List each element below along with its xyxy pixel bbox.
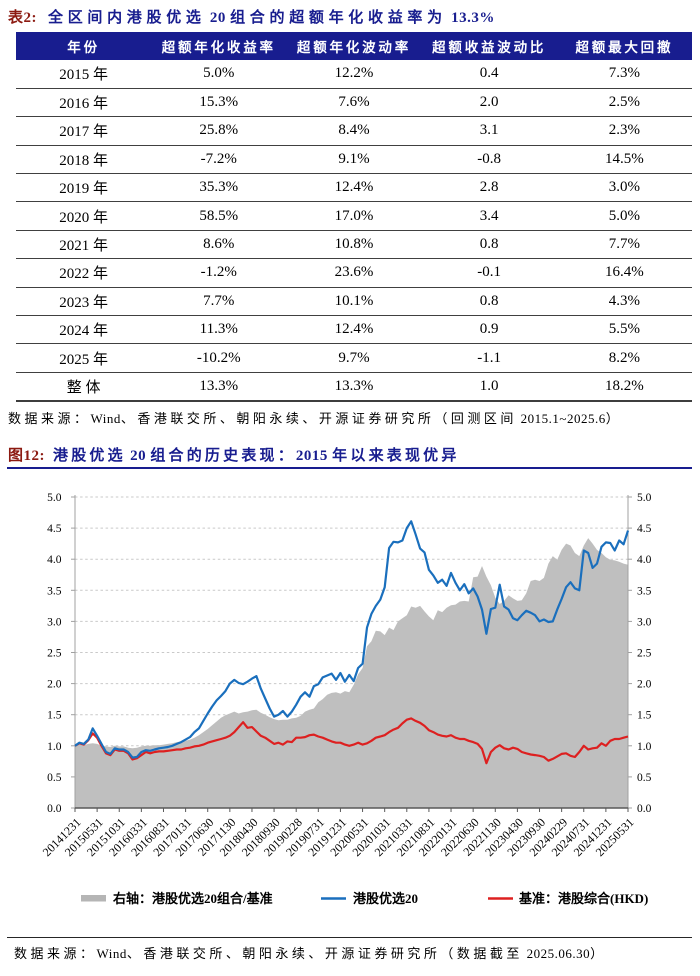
svg-text:港股优选20: 港股优选20 (353, 891, 418, 906)
svg-text:1.0: 1.0 (47, 741, 62, 753)
svg-text:3.0: 3.0 (47, 616, 62, 628)
svg-text:2.0: 2.0 (47, 679, 62, 691)
svg-text:1.5: 1.5 (47, 710, 62, 722)
svg-text:3.5: 3.5 (637, 585, 652, 597)
svg-text:2.0: 2.0 (637, 679, 652, 691)
svg-text:2.5: 2.5 (637, 648, 652, 660)
svg-text:3.5: 3.5 (47, 585, 62, 597)
svg-text:0.0: 0.0 (47, 803, 62, 815)
svg-text:4.0: 4.0 (637, 554, 652, 566)
svg-text:4.0: 4.0 (47, 554, 62, 566)
svg-text:右轴：港股优选20组合/基准: 右轴：港股优选20组合/基准 (112, 891, 273, 906)
svg-text:基准：港股综合(HKD): 基准：港股综合(HKD) (518, 891, 648, 906)
svg-text:0.0: 0.0 (637, 803, 652, 815)
svg-text:4.5: 4.5 (47, 523, 62, 535)
svg-text:1.0: 1.0 (637, 741, 652, 753)
svg-text:0.5: 0.5 (637, 772, 652, 784)
svg-text:3.0: 3.0 (637, 616, 652, 628)
svg-text:5.0: 5.0 (637, 492, 652, 504)
svg-text:1.5: 1.5 (637, 710, 652, 722)
svg-text:5.0: 5.0 (47, 492, 62, 504)
svg-text:2.5: 2.5 (47, 648, 62, 660)
svg-text:0.5: 0.5 (47, 772, 62, 784)
svg-text:4.5: 4.5 (637, 523, 652, 535)
